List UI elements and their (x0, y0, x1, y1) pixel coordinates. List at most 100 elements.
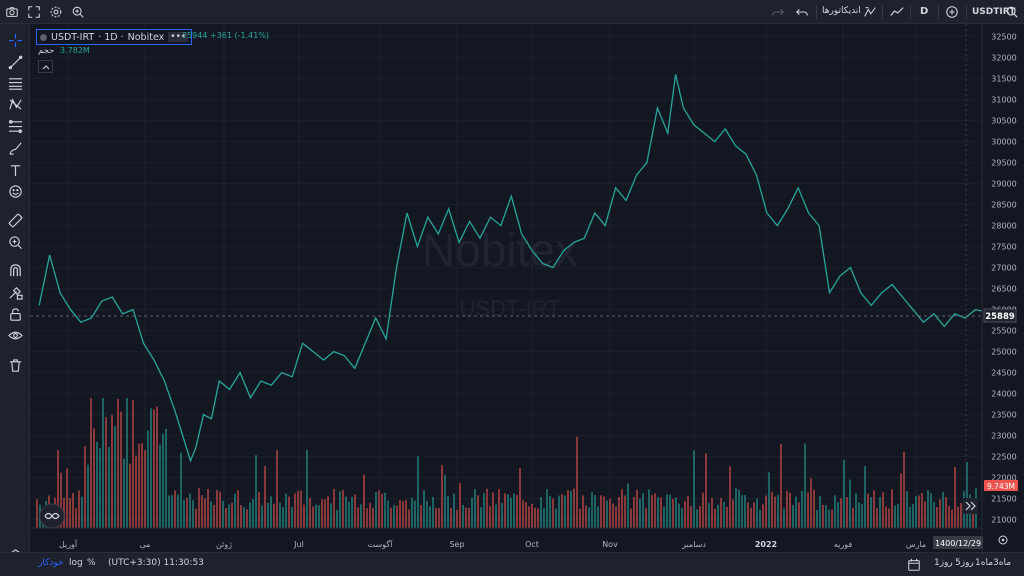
scroll-right-icon[interactable] (962, 498, 978, 514)
volume-bar (576, 436, 578, 528)
volume-bar (321, 499, 323, 528)
indicators-icon[interactable] (862, 4, 878, 20)
volume-bar (540, 497, 542, 528)
trend-line-icon[interactable] (7, 54, 23, 70)
pattern-icon[interactable] (7, 96, 23, 112)
volume-bar (357, 507, 359, 528)
volume-bar (141, 443, 143, 528)
settings-icon[interactable] (48, 4, 64, 20)
price-tick-label: 32500 (991, 33, 1016, 42)
search-icon[interactable] (1004, 4, 1020, 20)
legend-menu-button[interactable]: ••• (168, 32, 189, 42)
volume-bar (882, 492, 884, 528)
volume-bar (135, 455, 137, 528)
percent-scale-button[interactable]: % (87, 558, 96, 568)
fullscreen-icon[interactable] (26, 4, 42, 20)
volume-bar (636, 489, 638, 528)
interval-button[interactable]: D (920, 6, 929, 17)
fib-icon[interactable] (7, 118, 23, 134)
indicators-button[interactable]: اندیکاتورها (822, 6, 861, 16)
volume-bar (84, 446, 86, 528)
auto-scale-button[interactable]: خودکار (38, 558, 64, 568)
volume-bar (462, 505, 464, 528)
emoji-icon[interactable] (7, 183, 23, 199)
price-tick-label: 22500 (991, 453, 1016, 462)
legend-exchange: Nobitex (127, 31, 165, 43)
volume-bar (873, 490, 875, 528)
date-range-icon[interactable] (907, 557, 921, 573)
range-5d-button[interactable]: 5روز (955, 558, 974, 568)
timezone-display[interactable]: (UTC+3:30) 11:30:53 (108, 558, 204, 568)
volume-bar (363, 474, 365, 528)
chart-settings-icon[interactable] (998, 535, 1008, 545)
toolbar-separator (910, 5, 911, 19)
brush-icon[interactable] (7, 140, 23, 156)
volume-bar (390, 507, 392, 528)
volume-bar (138, 443, 140, 528)
volume-bar (291, 506, 293, 528)
volume-bar (429, 506, 431, 528)
volume-bar (231, 502, 233, 528)
eye-icon[interactable] (7, 327, 23, 343)
volume-bar (90, 398, 92, 528)
symbol-search-text[interactable]: USDTIRT (972, 7, 1016, 17)
log-scale-button[interactable]: log (69, 558, 83, 568)
volume-bar (618, 496, 620, 528)
lock-drawing-icon[interactable] (7, 284, 23, 300)
range-3m-button[interactable]: 3ماه (993, 558, 1012, 568)
volume-bar (699, 506, 701, 528)
volume-bar (597, 506, 599, 528)
volume-bar (912, 504, 914, 528)
volume-bar (690, 506, 692, 528)
range-1m-button[interactable]: 1ماه (975, 558, 994, 568)
legend-symbol-box[interactable]: USDT-IRT · 1D · Nobitex ••• (36, 29, 193, 45)
volume-bar (603, 496, 605, 528)
volume-bar (423, 490, 425, 528)
price-axis[interactable] (982, 24, 1024, 528)
volume-bar (558, 495, 560, 528)
volume-bar (342, 489, 344, 528)
logo-icon (44, 512, 60, 520)
volume-bar (849, 479, 851, 528)
trash-icon[interactable] (7, 357, 23, 373)
magnet-icon[interactable] (7, 262, 23, 278)
chart-background (30, 24, 1024, 552)
crosshair-icon[interactable] (7, 32, 23, 48)
volume-bar (639, 498, 641, 528)
volume-bar (948, 506, 950, 528)
price-chart[interactable]: Nobitex USDT-IRT 32500 32000 31500 31000 305… (30, 24, 1024, 552)
lock-icon[interactable] (7, 306, 23, 322)
time-tick-label: می (140, 540, 151, 549)
volume-bar (177, 494, 179, 528)
volume-bar (738, 489, 740, 528)
volume-bar (792, 505, 794, 528)
time-tick-label: Sep (449, 540, 464, 549)
volume-bar (732, 499, 734, 528)
camera-icon[interactable] (4, 4, 20, 20)
volume-bar (624, 495, 626, 528)
volume-bar (75, 508, 77, 528)
horizontal-lines-icon[interactable] (7, 75, 23, 91)
volume-bar (702, 492, 704, 528)
volume-bar (780, 444, 782, 528)
range-1d-button[interactable]: 1روز (934, 558, 953, 568)
ruler-icon[interactable] (7, 212, 23, 228)
volume-bar (96, 441, 98, 528)
legend-collapse-button[interactable] (38, 60, 53, 73)
volume-bar (564, 495, 566, 528)
volume-bar (198, 488, 200, 528)
volume-bar (516, 494, 518, 528)
redo-icon[interactable] (770, 4, 786, 20)
time-axis[interactable] (30, 528, 1024, 552)
plus-circle-icon[interactable] (944, 4, 960, 20)
volume-bar (813, 489, 815, 528)
undo-icon[interactable] (794, 4, 810, 20)
text-icon[interactable] (7, 162, 23, 178)
price-tick-label: 29500 (991, 159, 1016, 168)
volume-bar (864, 466, 866, 528)
chart-type-icon[interactable] (888, 4, 906, 20)
volume-bar (333, 488, 335, 528)
volume-bar (207, 488, 209, 528)
zoom-in-icon[interactable] (7, 234, 23, 250)
screenshot-search-icon[interactable] (70, 4, 86, 20)
